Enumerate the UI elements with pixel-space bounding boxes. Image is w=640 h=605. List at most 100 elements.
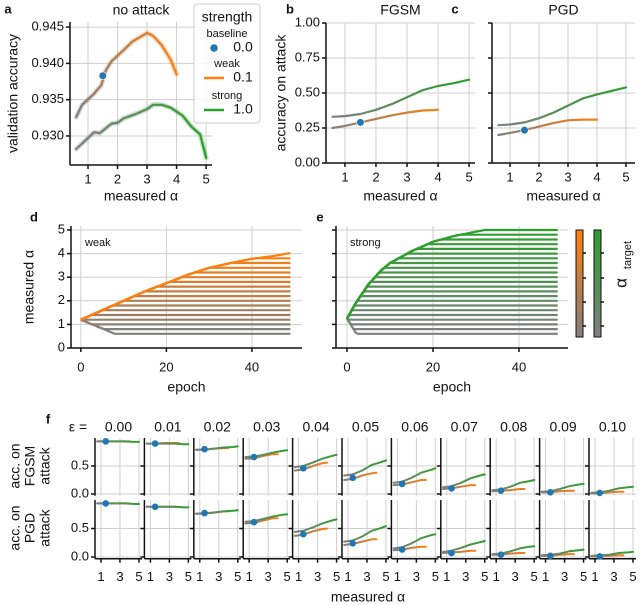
- legend-value: 1.0: [233, 101, 253, 117]
- y-tick-label: 0.5: [71, 457, 89, 472]
- colorbar-strong: [593, 229, 602, 338]
- x-tick-label: 0: [343, 359, 350, 374]
- legend-group-label: baseline: [207, 28, 248, 40]
- y-axis-label: accuracy on attack: [273, 34, 289, 152]
- y-tick-label: 0.0: [71, 548, 89, 563]
- x-tick-label: 4: [593, 169, 600, 184]
- x-tick-label: 5: [185, 569, 192, 584]
- trajectory-line: [346, 309, 558, 320]
- x-tick-label: 3: [363, 569, 370, 584]
- epsilon-value: 0.02: [204, 419, 231, 435]
- x-tick-label: 5: [333, 569, 340, 584]
- x-tick-label: 5: [135, 569, 142, 584]
- subplot-FGSM-eps-0.02: [189, 438, 241, 496]
- x-axis-label: measured α: [526, 188, 600, 204]
- y-tick-label: 0.5: [71, 520, 89, 535]
- x-tick-label: 5: [382, 569, 389, 584]
- trajectory-line: [80, 318, 291, 331]
- epsilon-value: 0.10: [599, 419, 626, 435]
- series-line-strong: [293, 518, 338, 533]
- panel-letter: f: [46, 411, 51, 426]
- y-tick-label: 5: [58, 221, 65, 236]
- series-line-strong: [343, 459, 387, 477]
- panel-a: a no attack 0.930 0.935 0.940 0.945 1 2 3 4 5 measu…: [4, 1, 261, 204]
- y-tick-label: 0.940: [31, 55, 64, 70]
- row-label: acc. on: [7, 505, 23, 550]
- baseline-point: [547, 552, 554, 560]
- x-tick-label: 3: [413, 569, 420, 584]
- y-tick-label: 1.00: [295, 14, 320, 29]
- x-tick-label: 5: [531, 569, 538, 584]
- y-tick-label: 0.75: [295, 49, 320, 64]
- x-tick-label: 1: [147, 569, 154, 584]
- panel-e: e 0 20 40 epoch strong α target: [316, 209, 634, 394]
- y-tick-label: 0.25: [295, 119, 320, 134]
- x-tick-label: 1: [97, 569, 104, 584]
- x-tick-label: 5: [622, 169, 629, 184]
- x-axis-label: measured α: [363, 188, 437, 204]
- series-line-weak: [497, 118, 599, 137]
- x-tick-label: 2: [535, 169, 542, 184]
- panel-letter: b: [286, 1, 294, 16]
- subplot-FGSM-eps-0.04: [288, 438, 340, 496]
- y-axis-label: validation accuracy: [5, 34, 21, 153]
- x-tick-label: 20: [426, 359, 440, 374]
- epsilon-label: ε =: [69, 419, 87, 435]
- series-line-strong: [392, 533, 437, 550]
- subplot-PGD-eps-0.00: 0.0 0.5 1 3 5: [71, 500, 143, 584]
- trajectory-line: [80, 295, 291, 321]
- trajectory-line: [346, 317, 558, 331]
- baseline-point: [98, 71, 107, 80]
- panel-c: c PGD 1 2 3 4 5 measured α: [451, 1, 635, 204]
- x-tick-label: 5: [284, 569, 291, 584]
- panel-d: d 0 1 2 3 4 5 0 20 40 epoch measured α weak: [21, 209, 302, 395]
- trajectory-line: [346, 280, 558, 320]
- panel-letter: c: [451, 1, 458, 16]
- y-tick-label: 0.0: [71, 485, 89, 500]
- baseline-point: [102, 438, 110, 445]
- x-tick-label: 2: [114, 171, 121, 186]
- x-tick-label: 5: [465, 169, 472, 184]
- legend-group-label: strong: [212, 90, 243, 102]
- x-axis-label: measured α: [331, 589, 405, 605]
- row-label: attack: [37, 446, 53, 484]
- trajectory-line: [80, 318, 291, 335]
- trajectory-line: [346, 276, 558, 320]
- x-tick-label: 3: [561, 569, 568, 584]
- y-tick-label: 0.50: [295, 84, 320, 99]
- trajectory-line: [346, 228, 558, 320]
- x-tick-label: 40: [512, 359, 526, 374]
- baseline-point: [250, 518, 258, 526]
- baseline-point: [596, 489, 604, 497]
- x-tick-label: 0: [77, 359, 84, 374]
- row-label: attack: [37, 508, 53, 546]
- trajectory-line: [346, 317, 558, 326]
- trajectory-line: [346, 271, 558, 320]
- x-tick-label: 1: [591, 569, 598, 584]
- y-tick-label: 0.935: [31, 91, 64, 106]
- baseline-point: [398, 546, 406, 553]
- legend-value: 0.0: [233, 39, 253, 55]
- x-tick-label: 3: [265, 569, 272, 584]
- x-tick-label: 3: [564, 169, 571, 184]
- x-tick-label: 5: [481, 569, 488, 584]
- panel-letter: d: [30, 209, 38, 224]
- trajectory-line: [346, 299, 558, 320]
- trajectory-line: [346, 295, 558, 320]
- panel-title: PGD: [548, 2, 578, 18]
- series-line-strong: [442, 540, 486, 553]
- panel-annotation: strong: [350, 237, 381, 249]
- trajectory-line: [346, 290, 558, 320]
- legend-group-label: weak: [213, 58, 240, 70]
- x-tick-label: 5: [234, 569, 241, 584]
- x-tick-label: 4: [173, 171, 180, 186]
